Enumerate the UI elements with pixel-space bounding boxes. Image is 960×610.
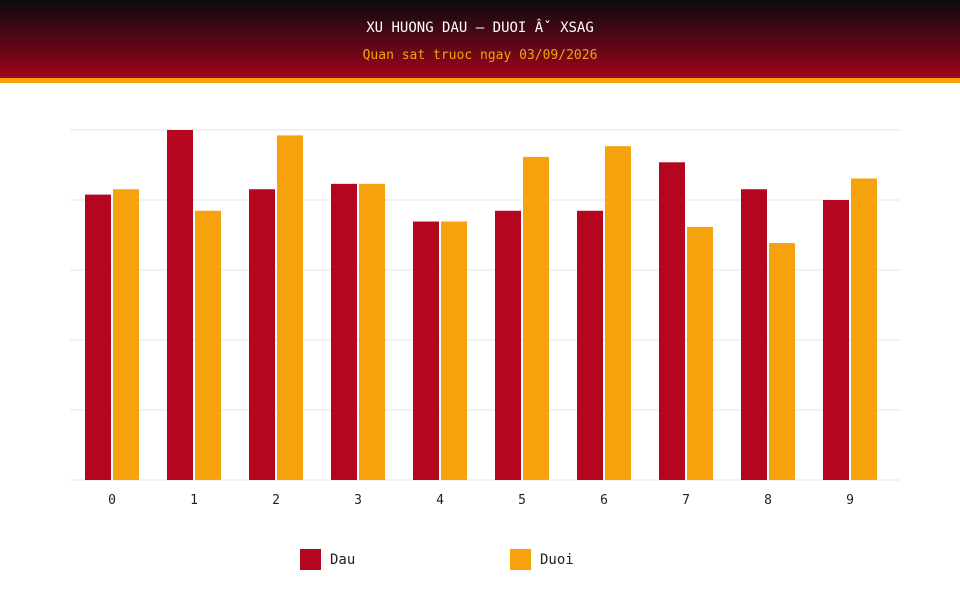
- legend-item-duoi[interactable]: Duoi: [510, 549, 574, 570]
- bar-chart: 0 1 2 3 4 5 6 7 8 9: [70, 129, 900, 508]
- header-accent-stripe: [0, 78, 960, 83]
- bar-dau-2: [249, 189, 275, 480]
- bar-dau-1: [167, 130, 193, 480]
- bar-duoi-8: [769, 243, 795, 480]
- bar-dau-3: [331, 183, 357, 480]
- x-tick-label: 8: [764, 493, 772, 508]
- bar-duoi-5: [523, 156, 549, 480]
- bar-dau-9: [823, 200, 849, 480]
- x-tick-label: 6: [600, 493, 608, 508]
- bar-dau-8: [741, 189, 767, 480]
- bar-duoi-7: [687, 226, 713, 480]
- bar-dau-6: [577, 210, 603, 480]
- chart-header: [0, 0, 960, 78]
- x-tick-label: 5: [518, 493, 526, 508]
- chart-title: XU HUONG DAU – DUOI Âˇ XSAG: [366, 20, 594, 36]
- x-tick-label: 3: [354, 493, 362, 508]
- bar-duoi-6: [605, 146, 631, 480]
- bar-dau-0: [85, 194, 111, 480]
- bar-duoi-9: [851, 178, 877, 480]
- chart-subtitle: Quan sat truoc ngay 03/09/2026: [362, 48, 598, 63]
- bar-dau-5: [495, 210, 521, 480]
- legend-swatch-dau: [300, 549, 321, 570]
- legend-swatch-duoi: [510, 549, 531, 570]
- x-tick-label: 9: [846, 493, 854, 508]
- legend-label-duoi: Duoi: [540, 551, 574, 568]
- bar-duoi-0: [113, 189, 139, 480]
- bar-dau-7: [659, 162, 685, 481]
- x-tick-label: 7: [682, 493, 690, 508]
- bar-duoi-1: [195, 210, 221, 480]
- x-tick-label: 1: [190, 493, 198, 508]
- bar-dau-4: [413, 221, 439, 481]
- legend-label-dau: Dau: [330, 551, 356, 568]
- x-tick-label: 4: [436, 493, 444, 508]
- bar-duoi-2: [277, 135, 303, 480]
- legend-item-dau[interactable]: Dau: [300, 549, 355, 570]
- x-tick-label: 2: [272, 493, 280, 508]
- x-tick-label: 0: [108, 493, 116, 508]
- bar-duoi-3: [359, 183, 385, 480]
- bar-duoi-4: [441, 221, 467, 481]
